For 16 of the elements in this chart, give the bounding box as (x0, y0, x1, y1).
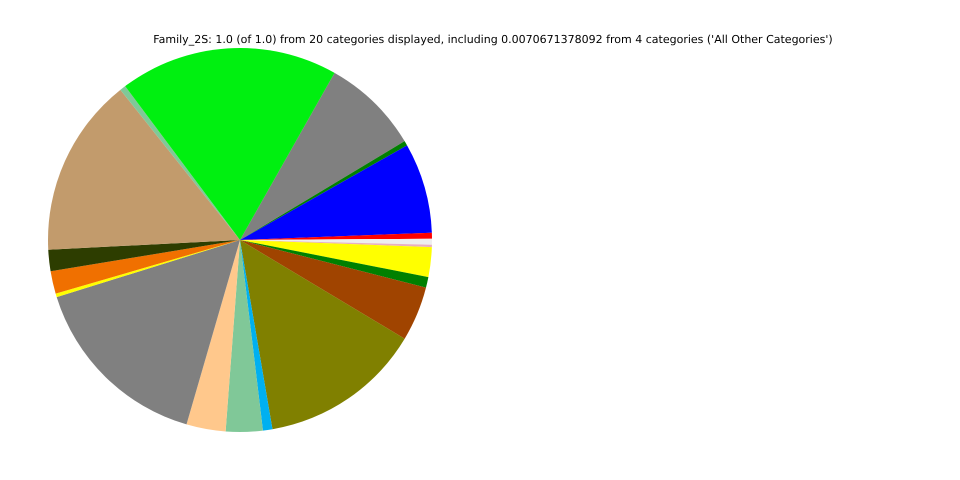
pie-slice (240, 240, 428, 288)
text: Family_2S: 1.0 (of 1.0) from 20 categories displayed, including 0.0070671378092 from 4 categories ('All Other Categories') (153, 33, 833, 46)
pie-slice (240, 72, 405, 240)
pie-slice (240, 141, 408, 240)
pie-slice (186, 240, 240, 432)
pie-slice (240, 240, 272, 431)
pie-slice (240, 240, 405, 430)
pie-slice (56, 240, 240, 424)
pie-slice (48, 240, 240, 272)
pie-slice (240, 145, 432, 240)
pie-slice (48, 90, 240, 250)
pie-slice (240, 240, 432, 278)
pie-slice (240, 240, 426, 339)
pie-slice (226, 240, 263, 432)
pie-slice (125, 48, 335, 240)
pie-slice (120, 86, 240, 240)
